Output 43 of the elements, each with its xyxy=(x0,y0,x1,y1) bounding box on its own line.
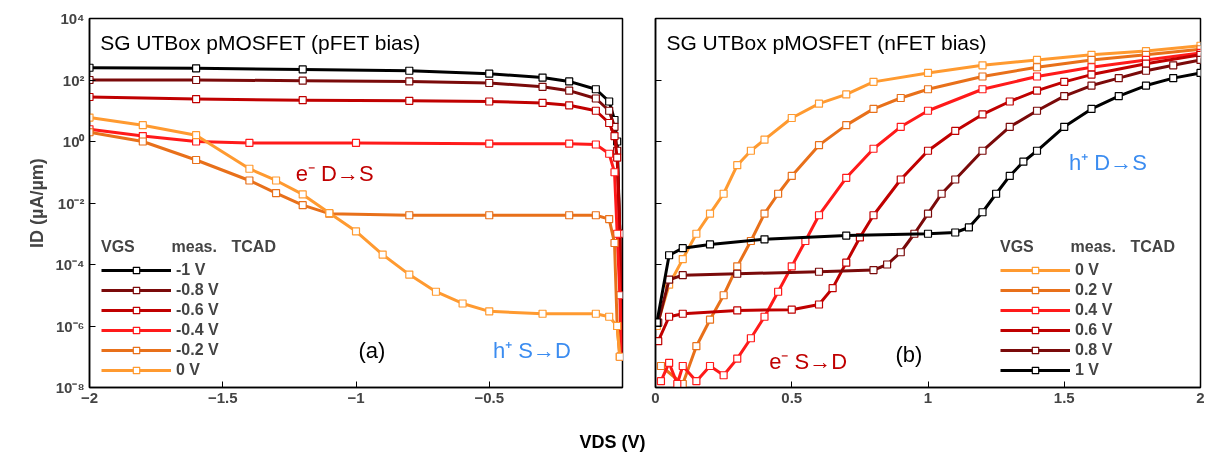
x-tick-label: 1.5 xyxy=(1053,388,1075,406)
x-tick-label: −0.5 xyxy=(474,388,505,406)
x-tick-label: −1.5 xyxy=(207,388,238,406)
annotation: meas. xyxy=(1070,238,1116,255)
annotation: h⁺ D→S xyxy=(1068,149,1147,175)
legend-title: VGS xyxy=(1000,238,1034,255)
legend-label: 0.2 V xyxy=(1075,281,1113,299)
annotation: h⁺ S→D xyxy=(492,338,571,364)
y-tick-label: 10⁻⁶ xyxy=(55,317,85,335)
legend-label: -1 V xyxy=(176,261,206,279)
x-tick-label: 0 xyxy=(651,388,660,406)
legend-label: -0.2 V xyxy=(176,341,219,359)
annotation: e⁻ D→S xyxy=(295,160,374,186)
y-tick-label: 10⁻⁴ xyxy=(55,256,85,273)
annotation: e⁻ S→D xyxy=(769,349,848,375)
legend-title: VGS xyxy=(101,238,135,255)
y-axis-title: ID (µA/µm) xyxy=(27,158,48,248)
y-tick-label: 10⁰ xyxy=(62,133,86,150)
x-tick-label: 0.5 xyxy=(781,388,803,406)
y-tick-label: 10⁻² xyxy=(57,194,85,212)
annotation: (b) xyxy=(895,341,923,367)
text: SG UTBox pMOSFET (pFET bias) xyxy=(100,30,421,54)
legend-label: 0.6 V xyxy=(1075,321,1113,339)
legend-label: -0.4 V xyxy=(176,321,219,339)
legend-label: 0 V xyxy=(176,361,201,379)
legend-label: 0.8 V xyxy=(1075,341,1113,359)
legend-label: -0.8 V xyxy=(176,281,219,299)
annotation: TCAD xyxy=(231,238,276,255)
annotation: meas. xyxy=(171,238,217,255)
x-tick-label: −1 xyxy=(347,388,365,406)
y-tick-label: 10² xyxy=(62,71,85,89)
legend-label: 0.4 V xyxy=(1075,301,1113,319)
annotation: TCAD xyxy=(1130,238,1175,255)
text: SG UTBox pMOSFET (nFET bias) xyxy=(666,30,987,54)
legend-label: -0.6 V xyxy=(176,301,219,319)
y-tick-label: 10⁴ xyxy=(60,10,85,27)
x-tick-label: 2 xyxy=(1196,388,1205,406)
legend-label: 0 V xyxy=(1075,261,1100,279)
x-tick-label: 1 xyxy=(923,388,933,406)
x-axis-title: VDS (V) xyxy=(579,431,646,454)
legend-label: 1 V xyxy=(1075,361,1100,379)
annotation: (a) xyxy=(358,338,386,364)
y-tick-label: 10⁻⁸ xyxy=(55,379,85,396)
